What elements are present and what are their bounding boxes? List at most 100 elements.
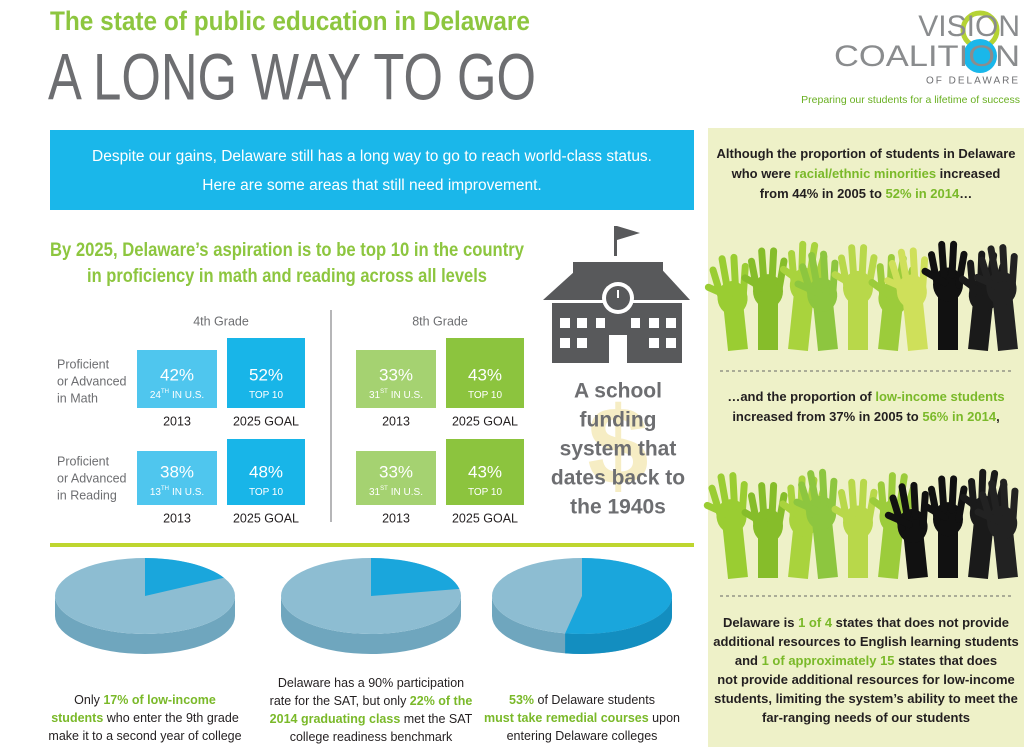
hand-icon: [704, 253, 749, 352]
text-line: 2014 graduating class met the SAT: [270, 712, 473, 726]
row-label: or Advanced: [57, 471, 127, 485]
text-line: Delaware is 1 of 4 states that does not …: [723, 615, 1009, 630]
score-box: [227, 338, 305, 408]
hand-part: [968, 298, 994, 352]
text-segment: not provide additional resources for low…: [717, 672, 1015, 687]
hand-part: [992, 526, 1018, 580]
hand-part: [758, 247, 768, 286]
hand-part: [884, 277, 913, 294]
school-windows: [560, 290, 676, 363]
score-box: [446, 439, 524, 505]
note: IN U.S.: [391, 487, 423, 498]
highlight-text: 1 of 4: [798, 615, 833, 630]
hand-part: [758, 482, 768, 521]
text-segment: ,: [996, 409, 1000, 424]
banner-text: Despite our gains, Delaware still has a …: [92, 148, 652, 165]
score-note: 24TH IN U.S.: [150, 389, 204, 401]
text-segment: and: [735, 653, 762, 668]
logo-line: OF DELAWARE: [926, 76, 1020, 87]
hand-part: [788, 523, 814, 580]
hand-part: [898, 483, 911, 521]
hand-part: [704, 283, 733, 301]
note: TOP 10: [249, 390, 284, 401]
text-segment: who were: [731, 166, 795, 181]
rank: 24: [150, 390, 162, 401]
highlight-text: 56% in 2014: [922, 409, 996, 424]
hand-part: [819, 468, 828, 507]
text-line: Only 17% of low-income: [74, 693, 216, 707]
hand-part: [968, 517, 995, 580]
score-note: TOP 10: [249, 487, 284, 498]
banner-text: Here are some areas that still need impr…: [202, 177, 541, 194]
hand-part: [987, 245, 1000, 283]
hand-part: [1000, 478, 1009, 517]
score-value: 33%: [379, 462, 413, 481]
hand-part: [910, 481, 920, 520]
rank: 13: [150, 487, 162, 498]
hand-part: [794, 280, 823, 297]
hand-part: [848, 293, 868, 350]
side-panel: [708, 128, 1024, 747]
school-icon: [543, 226, 690, 363]
hand-part: [758, 296, 778, 350]
text-segment: college readiness benchmark: [290, 730, 453, 744]
rank: 31: [369, 390, 381, 401]
rank-suffix: TH: [161, 389, 169, 395]
score-value: 33%: [379, 365, 413, 384]
text-segment: additional resources to English learning…: [713, 634, 1019, 649]
hand-part: [848, 244, 858, 283]
text-line: students, limiting the system’s ability …: [714, 691, 1018, 706]
score-box: [356, 350, 436, 408]
hand-part: [820, 250, 829, 289]
hand-part: [974, 508, 1003, 525]
pie-slice-side: [565, 596, 672, 654]
score-box: [227, 439, 305, 505]
text-line: who were racial/ethnic minorities increa…: [731, 166, 1001, 181]
text-segment: students, limiting the system’s ability …: [714, 691, 1018, 706]
hand-part: [921, 502, 949, 521]
text-line: 53% of Delaware students: [509, 693, 655, 707]
highlight-text: 52% in 2014: [886, 186, 960, 201]
title: A LONG WAY TO GO: [48, 39, 536, 113]
row-label: in Reading: [57, 488, 117, 502]
hand-part: [858, 478, 868, 517]
pie-slice: [565, 558, 672, 634]
hand-part: [999, 244, 1009, 283]
score-value: 43%: [468, 462, 502, 481]
hand-part: [902, 295, 928, 352]
hand-part: [938, 240, 948, 279]
score-note: TOP 10: [468, 487, 503, 498]
hand-part: [741, 274, 769, 293]
hand-icon: [831, 244, 878, 350]
score-note: TOP 10: [468, 390, 503, 401]
hand-part: [768, 481, 778, 520]
hand-part: [758, 530, 778, 578]
highlight-text: 53%: [509, 693, 534, 707]
grade-title: 8th Grade: [412, 314, 468, 328]
hand-part: [829, 259, 839, 298]
note: IN U.S.: [172, 487, 204, 498]
hand-icon: [921, 240, 968, 350]
text-segment: Delaware is: [723, 615, 798, 630]
hand-part: [729, 472, 739, 511]
logo-circle: [963, 39, 997, 73]
text-segment: of Delaware students: [534, 693, 655, 707]
text-segment: …and the proportion of: [727, 389, 875, 404]
year: 2025 GOAL: [233, 414, 299, 428]
hand-part: [938, 475, 948, 514]
score-box: [137, 350, 217, 408]
hand-part: [793, 498, 822, 515]
logo-line: VISION: [918, 10, 1020, 43]
hand-part: [807, 470, 820, 508]
text-segment: entering Delaware colleges: [507, 729, 658, 743]
row-label: Proficient: [57, 454, 110, 468]
rank-suffix: TH: [161, 486, 169, 492]
text-segment: states that does: [895, 653, 998, 668]
subtitle: The state of public education in Delawar…: [50, 6, 530, 36]
hand-part: [918, 256, 929, 295]
year: 2025 GOAL: [452, 511, 518, 525]
text-line: …and the proportion of low-income studen…: [727, 389, 1004, 404]
text-line: college readiness benchmark: [290, 730, 453, 744]
hand-part: [811, 517, 838, 580]
text-line: and 1 of approximately 15 states that do…: [735, 653, 997, 668]
